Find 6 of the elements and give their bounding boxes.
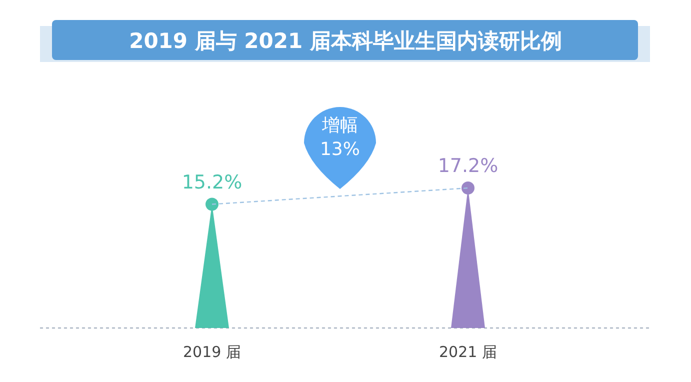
x-tick-label: 2019 届 [183, 343, 241, 361]
text: 增幅 13% [320, 115, 360, 160]
x-tick-label: 2021 届 [439, 343, 497, 361]
data-label: 15.2% [182, 171, 242, 194]
data-label: 17.2% [438, 155, 498, 177]
chart-title: 2019 届与 2021 届本科毕业生国内读研比例 [129, 29, 562, 53]
